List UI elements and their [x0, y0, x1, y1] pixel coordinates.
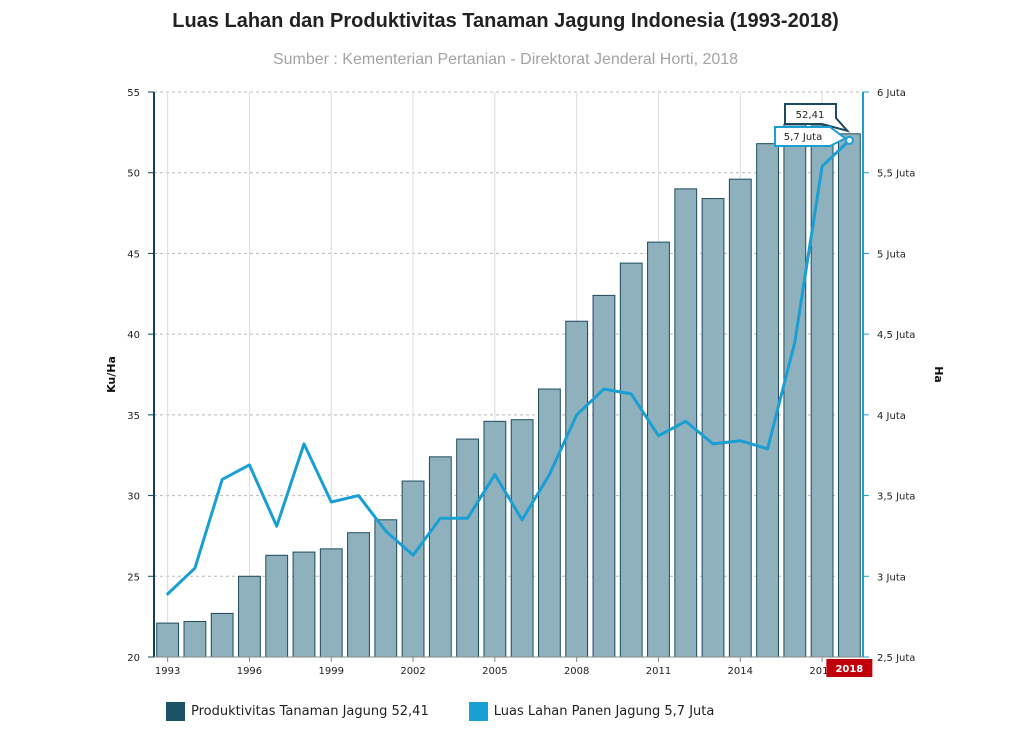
right-tick-label: 5 Juta [877, 249, 906, 260]
legend-swatch-productivity [166, 702, 185, 721]
bar-2000 [347, 532, 370, 658]
bar-1993 [156, 622, 180, 658]
x-tick-label: 1996 [237, 666, 262, 677]
line-tooltip-box [774, 126, 848, 147]
legend-swatch-harvest-area [468, 702, 488, 721]
chart-title: Luas Lahan dan Produktivitas Tanaman Jag… [172, 10, 839, 32]
bar-2017 [810, 125, 834, 658]
bar-2014 [728, 178, 752, 658]
legend-item-harvest-area[interactable]: Luas Lahan Panen Jagung 5,7 Juta [468, 702, 715, 721]
bar-2013 [701, 198, 725, 658]
left-tick-label: 50 [127, 169, 140, 180]
bar-2002 [401, 480, 425, 658]
legend-label-productivity: Produktivitas Tanaman Jagung 52,41 [191, 704, 429, 719]
line-tooltip-value: 5,7 Juta [784, 132, 822, 143]
legend-item-productivity[interactable]: Produktivitas Tanaman Jagung 52,41 [166, 702, 429, 721]
bar-2008 [565, 320, 589, 658]
bar-2011 [647, 241, 670, 658]
left-tick-label: 45 [127, 249, 140, 260]
tooltips: 52,41 5,7 Juta [774, 103, 851, 147]
left-axis-ticks: 20 25 30 35 40 45 50 55 [127, 88, 154, 664]
bar-2018 [837, 133, 861, 658]
left-tick-label: 25 [127, 572, 140, 583]
x-tick-label: 2014 [728, 666, 753, 677]
x-tick-label: 2017 [809, 666, 834, 677]
bar-1999 [319, 548, 343, 658]
bar-2016 [783, 123, 807, 658]
x-tick-label: 1999 [319, 666, 344, 677]
bar-2009 [592, 294, 616, 658]
bar-2004 [456, 438, 480, 658]
bar-series [156, 123, 861, 658]
harvest-area-line [166, 138, 851, 596]
harvest-area-point-2018 [844, 135, 854, 145]
bar-2001 [374, 519, 398, 658]
axes: Ku/Ha Ha [105, 92, 945, 658]
right-tick-label: 3,5 Juta [877, 492, 915, 503]
bar-2007 [537, 388, 561, 658]
bar-tooltip-value: 52,41 [796, 110, 825, 121]
bar-2006 [510, 419, 534, 658]
bar-1995 [210, 612, 234, 658]
bar-1996 [238, 575, 261, 658]
bar-2005 [483, 420, 507, 658]
bar-1998 [292, 551, 316, 658]
left-tick-label: 30 [127, 492, 140, 503]
right-tick-label: 3 Juta [877, 572, 906, 583]
highlight-year-badge [826, 659, 873, 677]
left-axis-title: Ku/Ha [105, 356, 118, 393]
bar-1997 [265, 554, 289, 658]
right-tick-label: 6 Juta [877, 88, 906, 99]
left-tick-label: 40 [127, 330, 140, 341]
right-tick-label: 2,5 Juta [877, 653, 915, 664]
chart-subtitle: Sumber : Kementerian Pertanian - Direkto… [272, 51, 739, 68]
legend: Produktivitas Tanaman Jagung 52,41 Luas … [166, 702, 754, 721]
highlight-year-label: 2018 [835, 664, 863, 675]
right-tick-label: 4 Juta [877, 411, 906, 422]
bar-2015 [756, 143, 779, 658]
x-tick-label: 2008 [564, 666, 589, 677]
x-tick-label: 2005 [482, 666, 507, 677]
bar-1994 [183, 620, 207, 658]
x-tick-label: 1993 [155, 666, 180, 677]
line-series [166, 135, 854, 596]
left-tick-label: 35 [127, 411, 140, 422]
bar-2010 [619, 262, 643, 658]
right-tick-label: 5,5 Juta [877, 169, 915, 180]
left-tick-label: 55 [127, 88, 140, 99]
legend-label-harvest-area: Luas Lahan Panen Jagung 5,7 Juta [493, 704, 715, 719]
bar-tooltip-box [784, 103, 851, 133]
left-tick-label: 20 [127, 653, 140, 664]
x-axis-ticks: 1993 1996 1999 2002 2005 2008 2011 2014 2017 2018 [155, 657, 873, 677]
bar-2003 [428, 456, 452, 658]
x-tick-label: 2002 [400, 666, 425, 677]
x-tick-label: 2011 [646, 666, 671, 677]
right-tick-label: 4,5 Juta [877, 330, 915, 341]
right-axis-ticks: 2,5 Juta 3 Juta 3,5 Juta 4 Juta 4,5 Juta 5 Ju… [863, 88, 915, 664]
right-axis-title: Ha [932, 366, 945, 383]
